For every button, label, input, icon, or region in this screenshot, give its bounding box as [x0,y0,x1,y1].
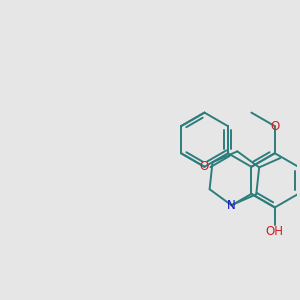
Text: O: O [270,120,280,133]
Text: OH: OH [266,225,284,238]
Text: N: N [227,199,236,212]
Text: O: O [200,160,209,173]
